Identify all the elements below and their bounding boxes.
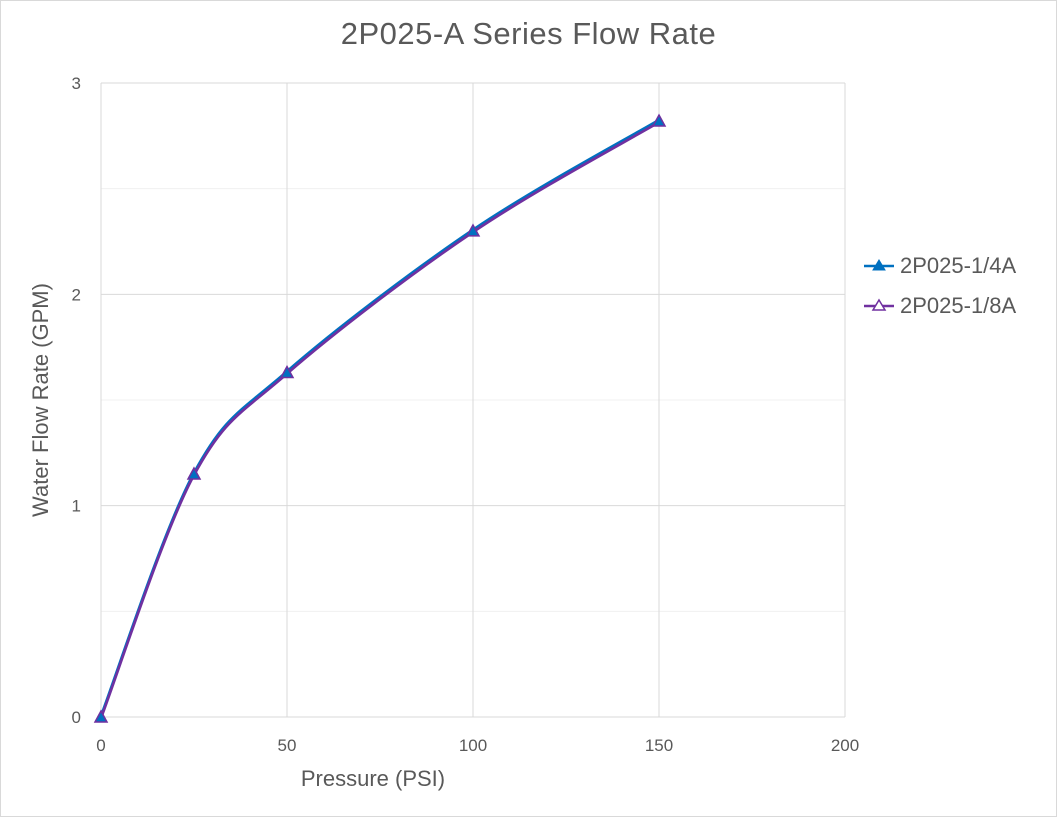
x-tick-label: 0 — [96, 736, 105, 755]
legend-marker-filled-triangle-icon — [864, 259, 894, 271]
data-point-series-2 — [186, 466, 202, 480]
x-axis-label: Pressure (PSI) — [301, 766, 445, 791]
legend: 2P025-1/4A 2P025-1/8A — [862, 246, 1016, 326]
series-line-2 — [99, 121, 660, 719]
y-tick-label: 1 — [72, 497, 81, 516]
data-point-series-1 — [652, 113, 666, 127]
y-axis-label: Water Flow Rate (GPM) — [28, 283, 53, 517]
legend-item-series-1: 2P025-1/4A — [862, 246, 1016, 286]
y-tick-label: 2 — [72, 285, 81, 304]
chart-title: 2P025-A Series Flow Rate — [340, 16, 717, 51]
x-tick-label: 200 — [831, 736, 859, 755]
x-tick-label: 100 — [459, 736, 487, 755]
data-point-series-2 — [279, 364, 295, 379]
y-tick-label: 0 — [72, 708, 81, 727]
data-point-series-2 — [93, 709, 109, 723]
x-tick-label: 150 — [645, 736, 673, 755]
legend-label-series-1: 2P025-1/4A — [900, 253, 1017, 278]
legend-marker-open-triangle-icon — [864, 298, 894, 311]
x-tick-label: 50 — [278, 736, 297, 755]
legend-item-series-2: 2P025-1/8A — [862, 286, 1016, 326]
legend-label-series-2: 2P025-1/8A — [900, 293, 1017, 318]
data-point-series-2 — [651, 113, 667, 127]
data-point-series-2 — [465, 223, 481, 237]
y-tick-label: 3 — [72, 74, 81, 93]
series-line-1 — [99, 118, 660, 717]
